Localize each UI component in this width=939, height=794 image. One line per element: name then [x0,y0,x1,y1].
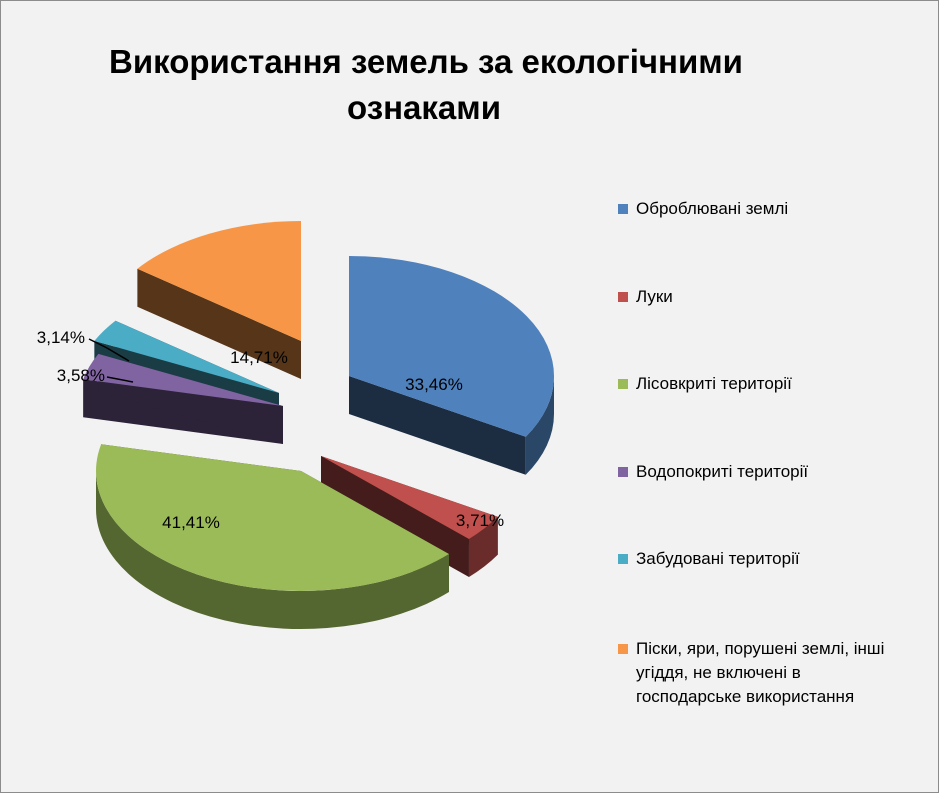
pie-slice-wall [468,516,498,578]
leader-line [106,376,134,383]
legend-item: Лісовкриті території [618,372,918,396]
chart-title-line: Використання земель за екологічними [109,43,743,80]
data-label: 3,58% [57,366,105,385]
pie-slice-top [94,320,279,393]
pie-slice-top [95,444,449,591]
data-label: 41,41% [162,513,220,532]
pie-slice-side [137,268,301,379]
legend-swatch [618,467,628,477]
legend-label: Лісовкриті території [636,374,792,393]
chart-title-line: ознаками [347,89,501,126]
pie-slice-top [83,353,284,406]
legend-label: Забудовані території [636,549,800,568]
legend-swatch [618,644,628,654]
legend-item: Забудовані території [618,547,918,571]
legend-swatch [618,379,628,389]
legend-label: угіддя, не включені в [636,663,801,682]
data-label: 14,71% [230,348,288,367]
leader-line [88,338,130,362]
data-label: 33,46% [405,375,463,394]
data-label: 3,14% [37,328,85,347]
legend-label: Водопокриті території [636,462,809,481]
data-label: 3,71% [456,511,504,530]
pie-slice-wall [525,376,554,475]
pie-slice [83,353,284,444]
legend-label: Оброблювані землі [636,199,789,218]
legend-swatch [618,554,628,564]
pie-slice-wall [96,471,449,629]
legend-swatch [618,292,628,302]
legend-item: Піски, яри, порушені землі, інші угіддя,… [618,637,918,709]
legend-swatch [618,204,628,214]
legend-label: Піски, яри, порушені землі, інші [636,639,885,658]
chart-title: Використання земель за екологічними озна… [61,39,801,131]
legend-label: господарське використання [636,687,855,706]
pie-slice [349,256,554,475]
pie-slice [95,444,449,629]
pie-slice-top [137,221,301,341]
pie-slice [137,221,301,379]
pie-slice-top [321,456,498,540]
legend-item: Водопокриті території [618,460,918,484]
pie-slice-top [349,256,554,437]
legend-label: Луки [636,287,673,306]
legend-item: Луки [618,285,918,309]
pie-slice-side [349,376,526,475]
legend-item: Оброблювані землі [618,197,918,221]
